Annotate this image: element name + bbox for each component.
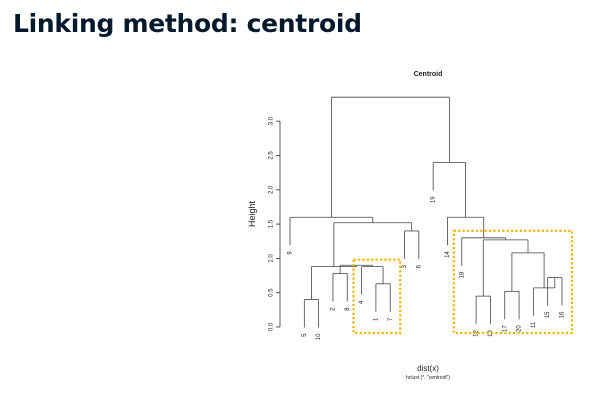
y-axis-label: Height	[247, 200, 257, 227]
y-axis: 0.0 0.5 1.0 1.5 2.0 2.5 3.0	[269, 116, 281, 331]
y-tick-label: 2.0	[269, 185, 275, 194]
leaf-label: 17	[502, 325, 508, 332]
leaf-label: 11	[531, 321, 537, 328]
cluster-highlight-box	[352, 258, 402, 335]
chart-title: Centroid	[414, 71, 443, 78]
leaf-label: 4	[359, 300, 365, 304]
leaf-label: 8	[345, 307, 351, 311]
leaf-label: 1	[373, 317, 379, 321]
leaf-label: 14	[445, 251, 451, 258]
leaf-label: 15	[545, 311, 551, 318]
leaf-label: 18	[459, 271, 465, 278]
leaf-label: 7	[388, 317, 394, 321]
y-tick-label: 0.5	[269, 288, 275, 297]
leaf-label: 12	[474, 329, 480, 336]
leaf-label: 5	[302, 333, 308, 337]
y-tick-label: 1.0	[269, 254, 275, 263]
leaf-label: 16	[560, 311, 566, 318]
y-tick-label: 3.0	[269, 116, 275, 125]
x-axis-label: dist(x)	[417, 364, 439, 373]
slide-title: Linking method: centroid	[13, 9, 362, 38]
cluster-highlights	[352, 229, 574, 335]
cluster-highlight-box	[452, 229, 574, 335]
leaf-label: 3	[402, 264, 408, 268]
x-axis-sublabel: hclust (*, "centroid")	[406, 375, 450, 381]
leaf-label: 10	[316, 333, 322, 340]
y-tick-label: 0.0	[269, 322, 275, 331]
leaf-label: 2	[331, 307, 337, 311]
leaf-label: 20	[517, 325, 523, 332]
y-tick-label: 2.5	[269, 151, 275, 160]
y-tick-label: 1.5	[269, 219, 275, 228]
leaf-label: 6	[416, 264, 422, 268]
dendrogram-branches	[289, 96, 563, 328]
leaf-label: 9	[288, 251, 294, 255]
leaf-label: 19	[431, 196, 437, 203]
